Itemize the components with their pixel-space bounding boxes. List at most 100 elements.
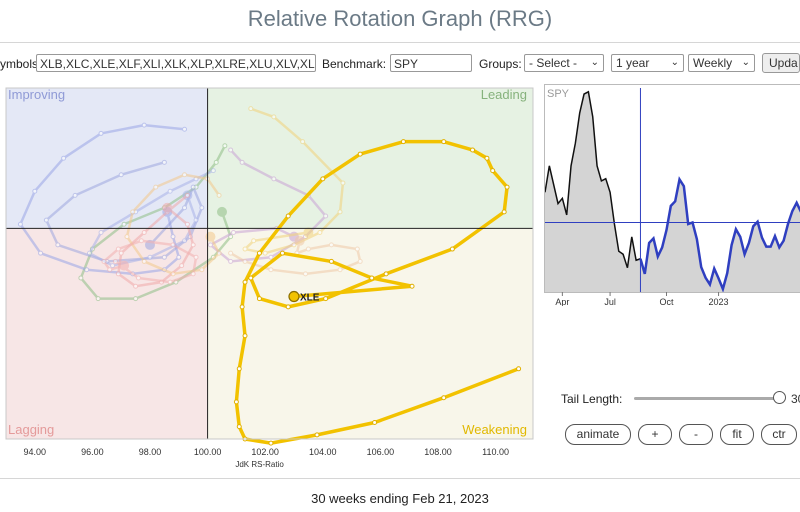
xle-tail-point (441, 395, 447, 401)
xle-tail-point (236, 424, 242, 430)
tail-point (190, 184, 196, 190)
tail-xli[interactable] (87, 168, 216, 269)
tail-point (251, 238, 257, 244)
tail-point (55, 242, 61, 248)
xle-tail-point (501, 209, 507, 215)
spy-tail-line (639, 176, 800, 293)
xle-tail-point (256, 250, 262, 256)
tail-point (161, 254, 167, 260)
center-button[interactable]: ctr (761, 424, 797, 445)
tail-point (167, 188, 173, 194)
tail-point (141, 122, 147, 128)
tail-point (133, 296, 139, 302)
quadrant-backgrounds (6, 88, 533, 439)
frequency-select-value: Weekly (693, 56, 733, 70)
xle-tail-point (470, 147, 476, 153)
x-tick-label: 104.00 (309, 447, 337, 457)
tail-point (170, 271, 176, 277)
sector-tails (17, 106, 363, 302)
tail-point (161, 159, 167, 165)
tail-point (190, 271, 196, 277)
tail-xlre[interactable] (115, 192, 196, 289)
spy-tick-label: Apr (555, 297, 569, 306)
xle-tail-point (357, 151, 363, 157)
xle-tail-point (323, 296, 329, 302)
tail-xlv[interactable] (101, 238, 199, 285)
tail-point (337, 209, 343, 215)
tail-length-slider-handle[interactable] (772, 391, 786, 404)
tail-point (199, 267, 205, 273)
tail-point (337, 267, 343, 273)
fit-button[interactable]: fit (720, 424, 754, 445)
tail-point (17, 221, 23, 227)
tail-point (213, 159, 219, 165)
frequency-select[interactable]: Weekly ⌄ (688, 54, 755, 72)
xle-tail-point (314, 432, 320, 438)
tail-point (216, 250, 222, 256)
symbols-input[interactable]: XLB,XLC,XLE,XLF,XLI,XLK,XLP,XLRE,XLU,XLV… (36, 54, 316, 72)
tail-point (193, 217, 199, 223)
tail-point (190, 242, 196, 248)
spy-chart-border (544, 84, 800, 293)
spy-chart-title: SPY (547, 88, 570, 100)
animate-button[interactable]: animate (565, 424, 631, 445)
tail-length-value: 30 (791, 392, 800, 406)
tail-point (262, 250, 268, 256)
xle-tail-point (449, 246, 455, 252)
zoom-out-button[interactable]: - (679, 424, 713, 445)
title-divider (0, 42, 800, 43)
tail-point (207, 242, 213, 248)
tail-point (115, 271, 121, 277)
xle-head-point[interactable] (288, 290, 300, 303)
xle-tail-point (369, 275, 375, 281)
zoom-in-button[interactable]: + (638, 424, 672, 445)
update-button[interactable]: Upda (762, 53, 800, 73)
tail-point (271, 176, 277, 182)
tail-point (305, 246, 311, 252)
groups-select[interactable]: - Select - ⌄ (524, 54, 604, 72)
xle-tail-point (239, 304, 245, 310)
tail-point (222, 143, 228, 149)
quadrant-improving (6, 88, 208, 229)
x-tick-label: 100.00 (194, 447, 222, 457)
tail-point (317, 230, 323, 236)
xle-tail-point (328, 258, 334, 264)
tail-xlp[interactable] (242, 106, 346, 256)
x-tick-label: 106.00 (367, 447, 395, 457)
tail-point (130, 209, 136, 215)
tail-point (118, 250, 124, 256)
tail-point (141, 230, 147, 236)
rrg-chart[interactable]: XLE 94.00 96.00 98.00 100.00 102.00 104.00 106… (0, 82, 540, 477)
tail-point (302, 271, 308, 277)
xle-tail-point (409, 283, 415, 289)
xle-tail-point (441, 139, 447, 145)
xle-tail-point (268, 440, 274, 446)
tail-point (193, 254, 199, 260)
tail-point (228, 258, 234, 264)
quadrant-label-leading: Leading (481, 87, 527, 102)
symbols-label: ymbols: (0, 57, 42, 71)
tail-point (184, 192, 190, 198)
tail-point (153, 184, 159, 190)
tail-point (242, 246, 248, 252)
tail-point (78, 275, 84, 281)
xle-label: XLE (300, 293, 320, 304)
spy-area (545, 91, 800, 292)
tail-length-slider[interactable] (634, 397, 784, 400)
period-select[interactable]: 1 year ⌄ (611, 54, 684, 72)
xle-tail-point (233, 399, 239, 405)
quadrant-label-weakening: Weakening (462, 422, 527, 437)
tail-head-xly (294, 235, 305, 246)
spy-plot: Apr Jul Oct 2023 (544, 84, 800, 306)
tail-point (124, 234, 130, 240)
tail-point (231, 230, 237, 236)
x-axis-label: JdK RS-Ratio (235, 460, 284, 469)
chevron-down-icon: ⌄ (590, 57, 599, 68)
benchmark-input[interactable]: SPY (390, 54, 472, 72)
tail-point (38, 250, 44, 256)
tail-point (182, 205, 188, 211)
xle-tail[interactable]: XLE (233, 139, 522, 446)
xle-tail-point (285, 304, 291, 310)
x-tick-label: 98.00 (139, 447, 162, 457)
tail-point (176, 254, 182, 260)
